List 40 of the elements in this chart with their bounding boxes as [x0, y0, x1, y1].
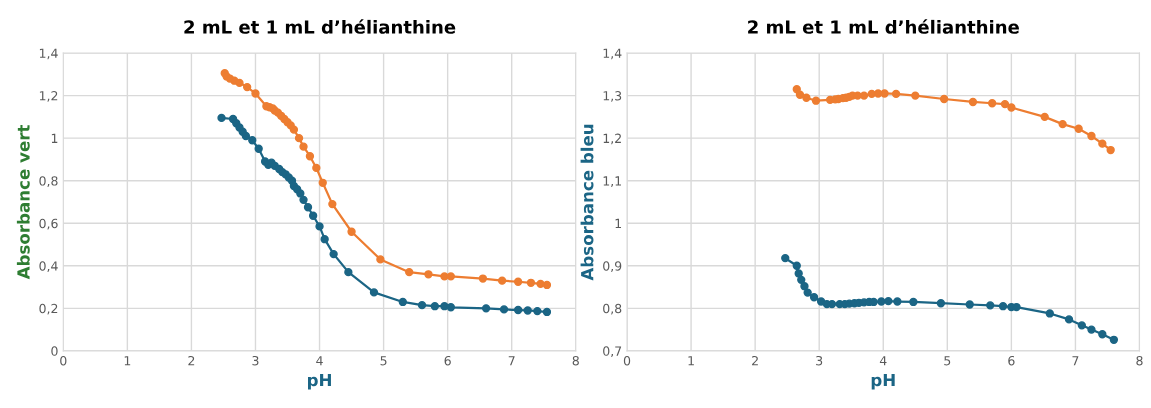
x-tick-label: 8 — [1136, 355, 1143, 366]
y-tick-label: 0,7 — [603, 346, 622, 358]
chart-title: 2 mL et 1 mL d’hélianthine — [748, 19, 1019, 34]
chart-title: 2 mL et 1 mL d’hélianthine — [184, 19, 456, 34]
y-axis-title: Absorbance bleu — [580, 124, 594, 281]
x-tick-label: 7 — [508, 356, 515, 366]
y-axis-title: Absorbance vert — [16, 124, 30, 280]
y-tick-label: 0,8 — [603, 303, 622, 315]
x-tick-label: 6 — [444, 355, 451, 366]
y-tick-label: 0 — [51, 346, 58, 356]
y-tick-label: 1 — [615, 218, 622, 228]
y-tick-label: 1,1 — [603, 176, 622, 187]
y-tick-label: 0,4 — [39, 261, 58, 272]
x-tick-label: 6 — [1008, 355, 1015, 366]
y-tick-label: 0,6 — [39, 218, 58, 230]
x-tick-label: 5 — [944, 356, 951, 366]
y-tick-label: 1,2 — [603, 133, 621, 145]
y-tick-label: 1,4 — [39, 48, 58, 60]
x-tick-label: 5 — [380, 356, 387, 366]
x-tick-label: 2 — [752, 355, 758, 366]
x-tick-label: 3 — [816, 355, 823, 366]
y-tick-label: 1,2 — [39, 91, 58, 102]
x-tick-label: 4 — [879, 356, 887, 366]
y-tick-label: 0,9 — [603, 261, 622, 272]
x-tick-label: 7 — [1072, 356, 1079, 366]
x-tick-label: 2 — [188, 355, 195, 366]
x-axis-title: pH — [308, 373, 331, 390]
x-tick-label: 0 — [60, 355, 67, 366]
y-tick-label: 1,3 — [603, 91, 622, 102]
y-tick-label: 0,8 — [39, 176, 58, 187]
x-tick-label: 4 — [316, 356, 323, 366]
x-tick-label: 1 — [688, 356, 694, 366]
x-tick-label: 1 — [124, 356, 131, 366]
x-tick-label: 3 — [252, 355, 259, 366]
y-tick-label: 1 — [51, 133, 58, 143]
x-axis-title: pH — [871, 373, 895, 390]
x-tick-label: 8 — [572, 355, 579, 366]
x-tick-label: 0 — [623, 355, 631, 366]
y-tick-label: 0,2 — [39, 303, 58, 315]
y-tick-label: 1,4 — [603, 48, 622, 60]
